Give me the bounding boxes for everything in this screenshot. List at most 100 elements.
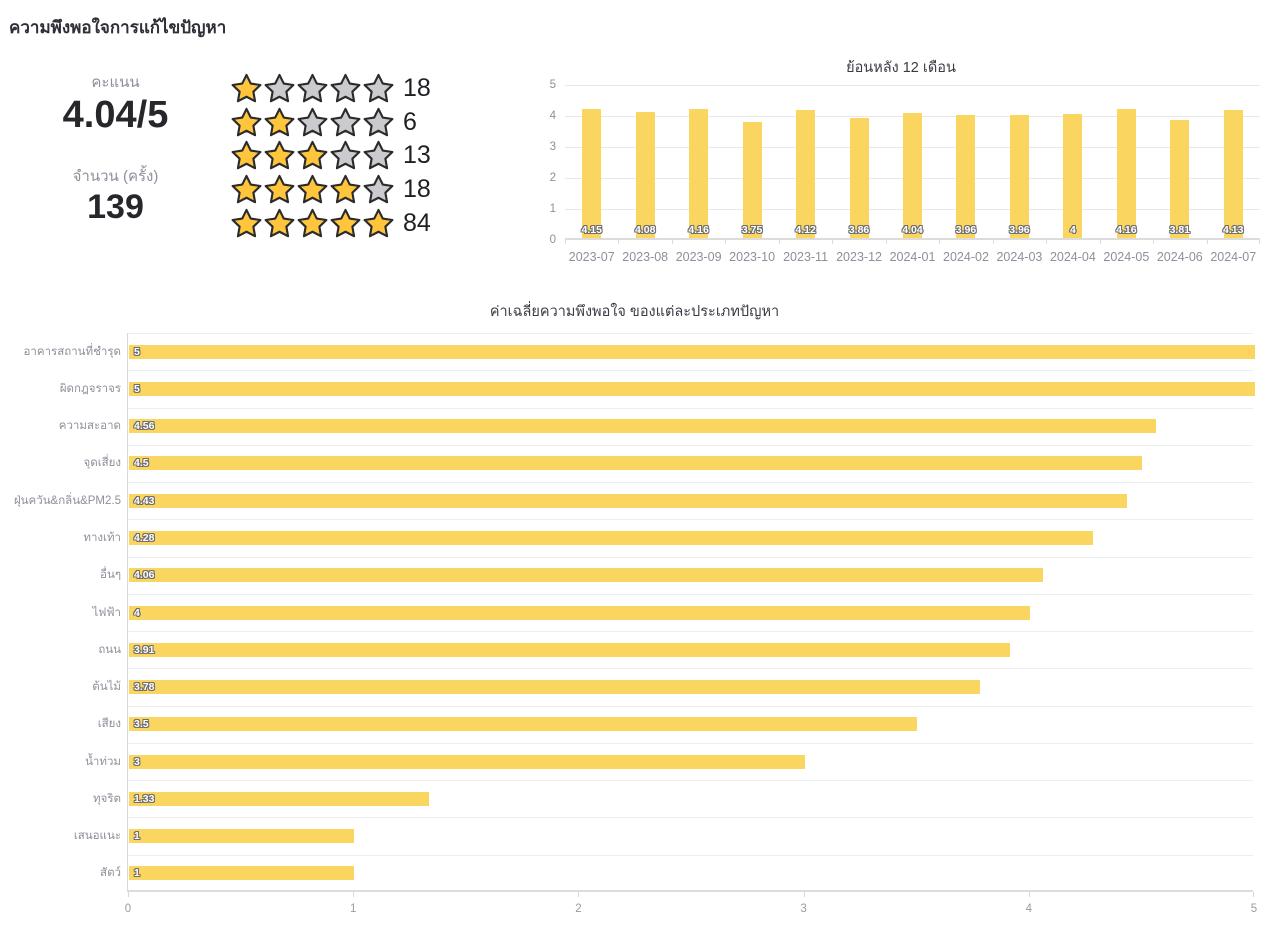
category-label: ถนน: [98, 643, 121, 656]
y-axis-tick-label: 5: [549, 79, 556, 91]
star-row: 13: [230, 139, 443, 173]
bar-value-label: 4.56: [134, 420, 155, 433]
star-filled-icon: [329, 207, 362, 240]
bar: [635, 111, 655, 238]
star-empty-icon: [329, 106, 362, 139]
star-filled-icon: [263, 173, 296, 206]
bar: 3.78: [129, 680, 981, 695]
count-value: 139: [87, 187, 144, 226]
star-row: 6: [230, 106, 443, 140]
y-axis-tick-label: 0: [549, 234, 556, 246]
x-axis-tick-label: 4: [1025, 903, 1032, 915]
monthly-chart-title: ย้อนหลัง 12 เดือน: [846, 60, 956, 76]
star-filled-icon: [296, 173, 329, 206]
gridline: [128, 817, 1253, 819]
x-axis-tick-label: 2023-10: [729, 250, 776, 264]
bar: 4.28: [129, 530, 1093, 545]
x-axis-tick-label: 2023-12: [836, 250, 882, 264]
star-empty-icon: [362, 72, 395, 105]
bar-value-label: 3.5: [134, 718, 149, 731]
x-axis-tick-label: 2024-01: [889, 250, 936, 264]
bar: [582, 109, 602, 238]
gridline: [128, 556, 1253, 558]
gridline: [128, 742, 1253, 744]
bar-value-label: 4.12: [795, 224, 816, 236]
category-chart-plot-area: อาคารสถานที่ชำรุด 5 ผิดกฎจราจร 5 ความสะอาด 4.…: [14, 333, 1257, 915]
x-axis-tick: [578, 892, 580, 897]
bar-value-label: 4.16: [1116, 224, 1137, 236]
category-average-chart: ค่าเฉลี่ยความพึงพอใจ ของแต่ละประเภทปัญหา…: [0, 288, 1269, 934]
bar: [742, 121, 762, 238]
bar-value-label: 4.5: [134, 457, 149, 470]
category-label: สัตว์: [100, 867, 121, 880]
bar: [956, 115, 976, 238]
x-axis-tick-label: 2024-04: [1049, 250, 1096, 264]
bar: 4: [129, 605, 1030, 620]
x-axis-tick: [565, 240, 566, 244]
category-label: อื่นๆ: [100, 569, 121, 582]
x-axis-tick: [1028, 892, 1030, 897]
category-label: ต้นไม้: [92, 681, 121, 694]
bar: [1009, 115, 1029, 238]
bar-value-label: 1.33: [134, 792, 155, 805]
bar-value-label: 3.75: [741, 224, 763, 236]
category-chart-title: ค่าเฉลี่ยความพึงพอใจ ของแต่ละประเภทปัญหา: [489, 304, 780, 320]
gridline: [128, 482, 1253, 484]
bar: 4.56: [129, 419, 1156, 434]
bar-value-label: 4.06: [134, 569, 155, 582]
y-axis-tick-label: 2: [549, 172, 556, 184]
bar-value-label: 4.08: [634, 224, 656, 236]
x-axis-tick: [1046, 240, 1048, 244]
bar: 5: [129, 344, 1255, 359]
star-empty-icon: [263, 72, 296, 105]
x-axis-tick: [778, 240, 780, 244]
star-filled-icon: [296, 139, 329, 172]
x-axis-tick-label: 0: [124, 903, 132, 915]
bar: 5: [129, 381, 1255, 396]
category-label: ทางเท้า: [83, 531, 121, 544]
star-filled-icon: [296, 207, 329, 240]
x-axis-tick: [992, 240, 994, 244]
bar: [849, 118, 869, 238]
bar-value-label: 3: [134, 755, 140, 768]
bar-value-label: 4.15: [581, 224, 602, 236]
bar: 4.5: [129, 456, 1143, 471]
bar: 1.33: [129, 791, 429, 806]
star-empty-icon: [362, 173, 395, 206]
bar: 3.91: [129, 642, 1010, 657]
bar-value-label: 3.86: [848, 224, 870, 236]
gridline: [128, 705, 1253, 707]
category-label: ผิดกฎจราจร: [59, 382, 121, 395]
bar: [689, 109, 709, 238]
bar-value-label: 5: [134, 382, 140, 395]
y-axis-tick-label: 4: [549, 110, 556, 122]
star-empty-icon: [362, 139, 395, 172]
x-axis-tick: [803, 892, 805, 897]
bar: 4.43: [129, 493, 1127, 508]
x-axis-tick-label: 2: [575, 903, 582, 915]
x-axis-tick: [618, 240, 620, 244]
bar-value-label: 3.91: [134, 643, 155, 656]
bar-value-label: 1: [134, 830, 140, 843]
bar-value-label: 1: [134, 867, 140, 880]
star-filled-icon: [230, 72, 263, 105]
bar-value-label: 4.04: [902, 224, 923, 236]
star-filled-icon: [263, 139, 296, 172]
x-axis-tick: [128, 892, 129, 897]
x-axis-tick-label: 2023-11: [783, 250, 829, 264]
star-row: 18: [230, 173, 443, 207]
bar: 1: [129, 866, 355, 881]
score-value: 4.04/5: [62, 94, 169, 136]
star-count: 18: [403, 74, 431, 103]
star-row: 18: [230, 72, 443, 106]
star-count: 18: [403, 175, 431, 204]
bar-value-label: 3.96: [955, 224, 977, 236]
x-axis-tick-label: 2023-09: [675, 250, 722, 264]
bar-value-label: 3.81: [1169, 224, 1191, 236]
bar-value-label: 4.16: [688, 224, 709, 236]
x-axis-tick: [671, 240, 673, 244]
x-axis-tick: [353, 892, 355, 897]
monthly-trend-chart: ย้อนหลัง 12 เดือน 5 4 3 2 1 0 4.15 2023-07 4.08 2…: [540, 48, 1262, 280]
star-empty-icon: [296, 106, 329, 139]
